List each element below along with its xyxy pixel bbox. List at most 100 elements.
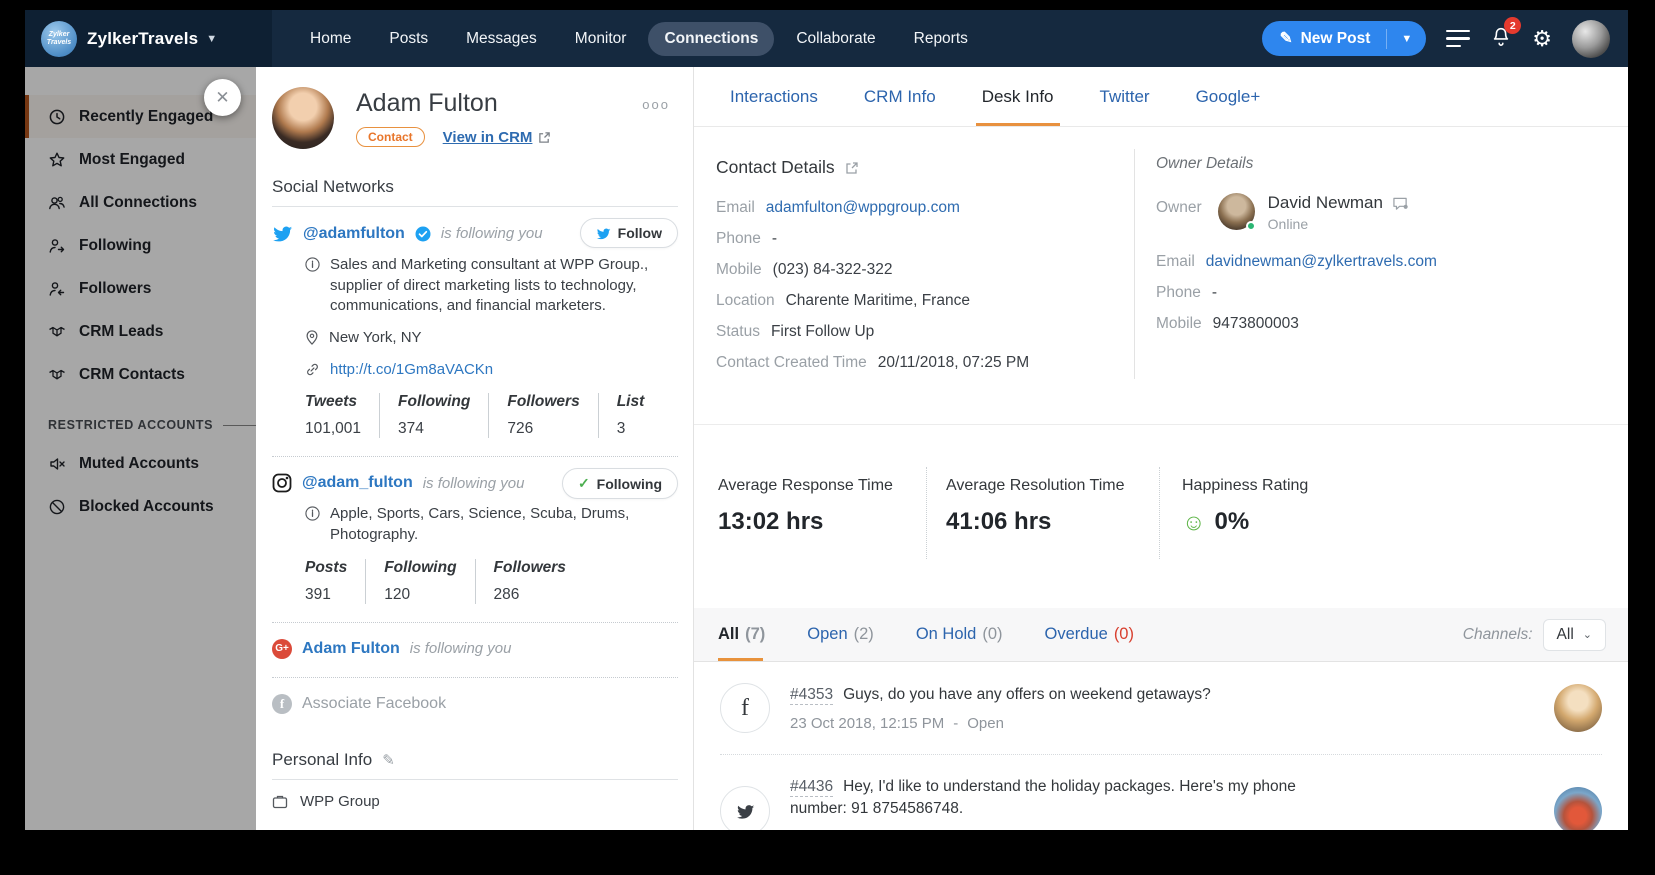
- nav-item-home[interactable]: Home: [310, 29, 352, 47]
- sidebar-item-label: Recently Engaged: [79, 107, 214, 125]
- twitter-icon: [596, 228, 611, 239]
- twitter-handle[interactable]: @adamfulton: [303, 224, 405, 242]
- ticket-tab-all[interactable]: All (7): [718, 608, 765, 661]
- ticket-tab-open[interactable]: Open (2): [807, 608, 874, 661]
- profile-avatar: [272, 87, 334, 149]
- vertical-divider: [1134, 149, 1135, 379]
- sidebar-item-followers[interactable]: Followers: [25, 267, 256, 310]
- metric-label: Happiness Rating: [1182, 477, 1309, 494]
- googleplus-name[interactable]: Adam Fulton: [302, 639, 400, 657]
- notifications-bell[interactable]: 2: [1490, 17, 1522, 52]
- ticket-subject: Guys, do you have any offers on weekend …: [843, 685, 1211, 703]
- list-menu-icon[interactable]: [1446, 29, 1471, 48]
- field-label: Status: [716, 323, 760, 340]
- person-follower-icon: [49, 281, 65, 296]
- nav-item-connections[interactable]: Connections: [648, 21, 775, 56]
- field-row: Status First Follow Up: [716, 323, 1029, 341]
- section-title: Social Networks: [272, 177, 394, 196]
- tab-label: Open: [807, 625, 848, 643]
- metric-value: 0%: [1214, 508, 1250, 535]
- sidebar-item-most-engaged[interactable]: Most Engaged: [25, 138, 256, 181]
- ticket-tab-overdue[interactable]: Overdue (0): [1045, 608, 1134, 661]
- ticket-tab-onhold[interactable]: On Hold (0): [916, 608, 1003, 661]
- user-avatar[interactable]: [1572, 19, 1610, 58]
- divider: [272, 676, 678, 678]
- nav-item-posts[interactable]: Posts: [389, 29, 429, 47]
- view-in-crm-link[interactable]: View in CRM: [443, 129, 552, 146]
- twitter-bio: Sales and Marketing consultant at WPP Gr…: [305, 255, 678, 317]
- tab-desk-info[interactable]: Desk Info: [975, 67, 1060, 126]
- sidebar-item-blocked-accounts[interactable]: Blocked Accounts: [25, 485, 256, 528]
- stat-label: Followers: [507, 393, 580, 411]
- tab-crm-info[interactable]: CRM Info: [863, 86, 936, 106]
- sidebar-item-crm-leads[interactable]: CRM Leads: [25, 310, 256, 353]
- section-label: RESTRICTED ACCOUNTS: [48, 418, 214, 432]
- new-post-button[interactable]: ✎ New Post: [1262, 29, 1387, 48]
- associate-facebook-link[interactable]: Associate Facebook: [302, 694, 447, 712]
- sidebar-item-muted-accounts[interactable]: Muted Accounts: [25, 442, 256, 485]
- stat-label: Followers: [493, 558, 566, 576]
- tab-count: (0): [982, 625, 1003, 643]
- divider: [272, 456, 678, 458]
- instagram-handle[interactable]: @adam_fulton: [302, 474, 413, 492]
- sidebar-item-following[interactable]: Following: [25, 224, 256, 267]
- social-networks-header: Social Networks: [272, 177, 678, 207]
- owner-avatar: [1217, 193, 1256, 231]
- nav-item-collaborate[interactable]: Collaborate: [796, 29, 876, 47]
- close-panel-button[interactable]: ✕: [204, 79, 241, 116]
- nav-item-monitor[interactable]: Monitor: [574, 29, 627, 47]
- stat-label: Posts: [305, 558, 348, 576]
- instagram-stats: Posts 391 Following 120 Followers 286: [305, 558, 678, 604]
- twitter-link-row: http://t.co/1Gm8aVACKn: [305, 360, 678, 381]
- email-value[interactable]: adamfulton@wppgroup.com: [765, 199, 960, 216]
- tab-interactions[interactable]: Interactions: [730, 86, 818, 106]
- tab-label: On Hold: [915, 625, 977, 643]
- stat-value: 120: [384, 585, 411, 603]
- sidebar-item-crm-contacts[interactable]: CRM Contacts: [25, 353, 256, 396]
- ticket-row[interactable]: f #4353 Guys, do you have any offers on w…: [720, 662, 1602, 755]
- field-label: Mobile: [1156, 315, 1202, 332]
- chevron-down-icon[interactable]: ▼: [206, 32, 218, 45]
- metric-label: Average Resolution Time: [946, 477, 1125, 494]
- nav-item-messages[interactable]: Messages: [466, 29, 537, 47]
- field-label: Email: [1156, 253, 1195, 270]
- ticket-row[interactable]: #4436 Hey, I'd like to understand the hol…: [720, 755, 1602, 830]
- stat-label: Following: [398, 393, 471, 411]
- notification-count-badge: 2: [1504, 17, 1522, 34]
- stat-value: 101,001: [305, 420, 362, 438]
- chat-icon[interactable]: [1392, 196, 1409, 211]
- channels-label: Channels:: [1462, 625, 1533, 643]
- field-row: Mobile (023) 84-322-322: [716, 261, 1029, 279]
- gear-icon[interactable]: ⚙: [1532, 25, 1552, 51]
- close-icon: ✕: [215, 87, 230, 107]
- tab-googleplus[interactable]: Google+: [1195, 86, 1261, 106]
- new-post-dropdown-chevron-icon[interactable]: ▼: [1401, 32, 1413, 45]
- edit-pencil-icon[interactable]: ✎: [382, 751, 395, 769]
- person-following-icon: [49, 238, 65, 253]
- bio-text: Apple, Sports, Cars, Science, Scuba, Dru…: [330, 505, 630, 544]
- location-value: Charente Maritime, France: [785, 292, 970, 309]
- instagram-bio: Apple, Sports, Cars, Science, Scuba, Dru…: [305, 504, 678, 545]
- top-navbar: Zylker Travels ZylkerTravels ▼ Home Post…: [25, 10, 1628, 67]
- owner-email-value[interactable]: davidnewman@zylkertravels.com: [1205, 253, 1437, 270]
- brand-area[interactable]: Zylker Travels ZylkerTravels ▼: [25, 10, 272, 67]
- external-link-icon[interactable]: [845, 161, 859, 175]
- tab-twitter[interactable]: Twitter: [1099, 86, 1150, 106]
- owner-mobile-value: 9473800003: [1212, 315, 1299, 332]
- link-icon: [307, 363, 318, 375]
- sidebar-item-all-connections[interactable]: All Connections: [25, 181, 256, 224]
- follow-button[interactable]: Follow: [579, 218, 678, 248]
- ticket-id[interactable]: #4436: [790, 778, 834, 797]
- metric-avg-response-time: Average Response Time 13:02 hrs: [718, 477, 893, 536]
- nav-item-reports[interactable]: Reports: [913, 29, 968, 47]
- twitter-profile-link[interactable]: http://t.co/1Gm8aVACKn: [330, 360, 494, 378]
- ticket-status: Open: [967, 715, 1004, 733]
- owner-name: David Newman: [1267, 193, 1383, 212]
- following-button[interactable]: ✓ Following: [561, 468, 678, 500]
- more-options-icon[interactable]: ooo: [642, 97, 670, 112]
- twitter-channel-icon: [720, 786, 770, 830]
- owner-phone-value: -: [1211, 284, 1217, 301]
- channels-select[interactable]: All ⌄: [1542, 618, 1606, 651]
- info-icon: [305, 506, 320, 522]
- ticket-id[interactable]: #4353: [790, 685, 834, 705]
